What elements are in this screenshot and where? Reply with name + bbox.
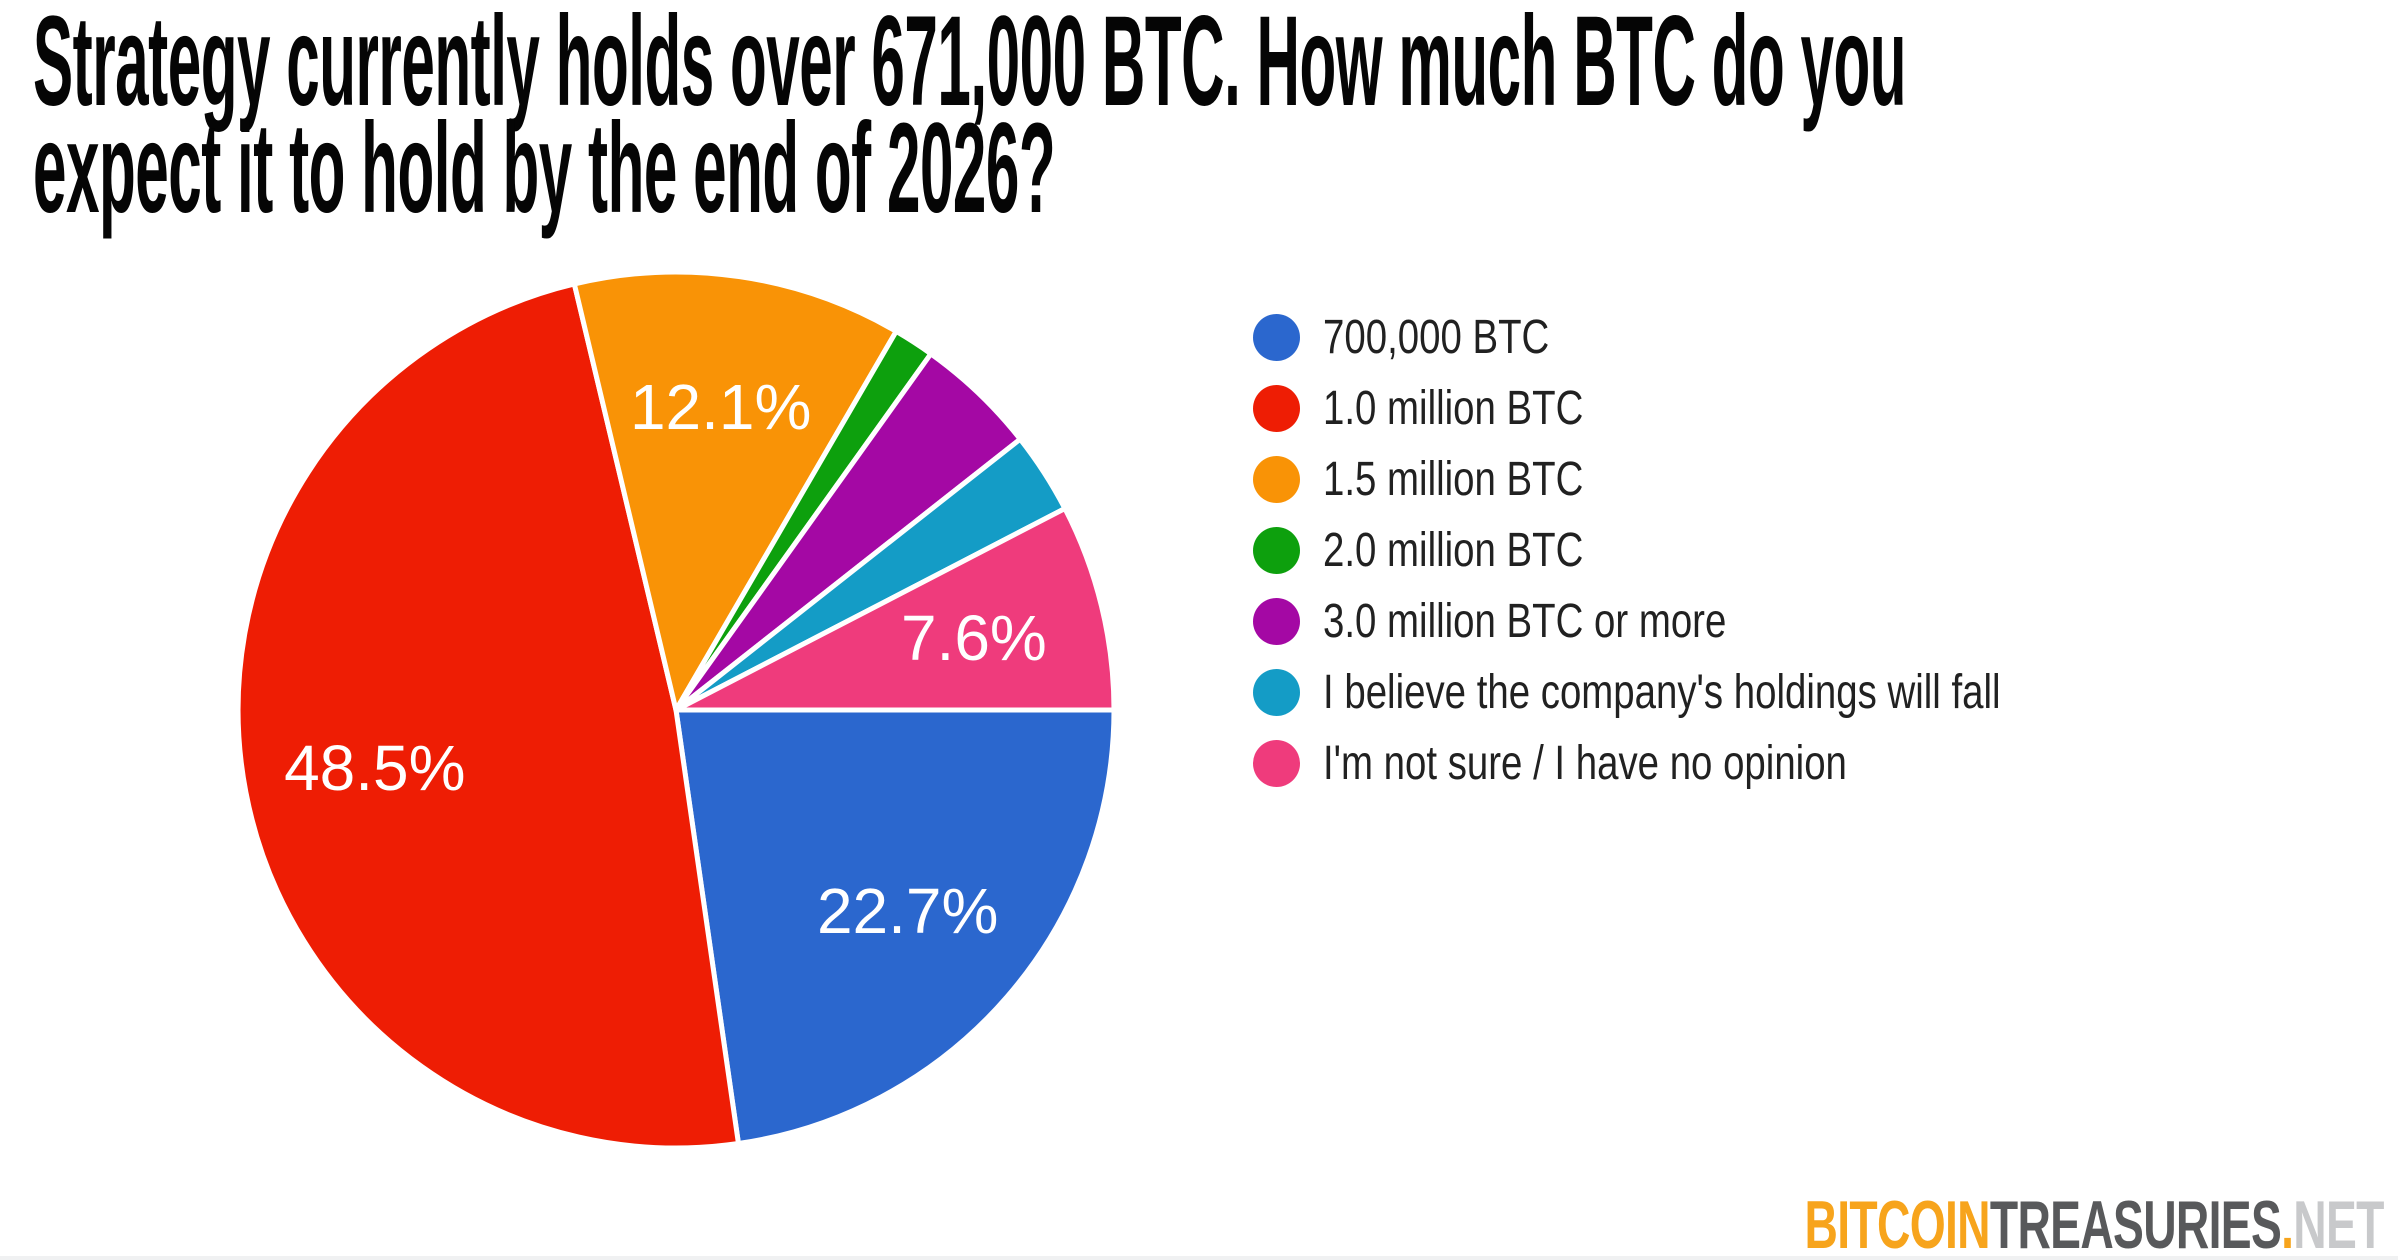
- pie-slice-2: [571, 269, 899, 713]
- legend-color-dot-icon: [1253, 598, 1300, 645]
- slice-data-label-2: 12.1%: [630, 371, 811, 443]
- brand-part-0: BITCOIN: [1804, 1187, 1991, 1260]
- legend-label: 1.5 million BTC: [1323, 453, 1584, 506]
- legend-label: 3.0 million BTC or more: [1323, 595, 1727, 648]
- brand-part-3: NET: [2293, 1187, 2385, 1260]
- brand-part-2: .: [2281, 1187, 2294, 1260]
- slice-data-label-0: 22.7%: [817, 875, 998, 947]
- pie-slice-1: [235, 281, 741, 1151]
- brand-part-1: TREASURIES: [1990, 1187, 2282, 1260]
- legend-label: 700,000 BTC: [1323, 311, 1550, 364]
- pie-slice-0: [673, 707, 1117, 1147]
- title-line-2: expect it to hold by the end of 2026?: [33, 97, 1056, 240]
- slice-data-label-1: 48.5%: [284, 732, 465, 804]
- legend-item-5: I believe the company's holdings will fa…: [1253, 657, 2170, 728]
- title-line-1: Strategy currently holds over 671,000 BT…: [33, 0, 1907, 133]
- legend-item-2: 1.5 million BTC: [1253, 444, 2170, 515]
- legend-color-dot-icon: [1253, 385, 1300, 432]
- legend-label: 2.0 million BTC: [1323, 524, 1584, 577]
- legend-label: I'm not sure / I have no opinion: [1323, 737, 1847, 790]
- legend-label: I believe the company's holdings will fa…: [1323, 666, 2001, 719]
- legend-label: 1.0 million BTC: [1323, 382, 1584, 435]
- legend-color-dot-icon: [1253, 314, 1300, 361]
- legend-item-3: 2.0 million BTC: [1253, 515, 2170, 586]
- legend-item-0: 700,000 BTC: [1253, 302, 2170, 373]
- brand-logo: BITCOINTREASURIES.NET: [1804, 1186, 2385, 1260]
- legend-item-6: I'm not sure / I have no opinion: [1253, 728, 2170, 799]
- legend: 700,000 BTC 1.0 million BTC 1.5 million BT…: [1253, 302, 2170, 799]
- legend-item-4: 3.0 million BTC or more: [1253, 586, 2170, 657]
- page-title: Strategy currently holds over 671,000 BT…: [33, 0, 1907, 240]
- pie-slice-6: [673, 506, 1117, 713]
- legend-color-dot-icon: [1253, 527, 1300, 574]
- pie-chart-area: 22.7% 48.5% 12.1% 7.6%: [226, 260, 1126, 1160]
- legend-color-dot-icon: [1253, 740, 1300, 787]
- pie-chart: 22.7% 48.5% 12.1% 7.6%: [235, 269, 1117, 1151]
- bottom-divider: [0, 1256, 2398, 1260]
- legend-color-dot-icon: [1253, 456, 1300, 503]
- legend-color-dot-icon: [1253, 669, 1300, 716]
- slice-data-label-6: 7.6%: [901, 602, 1047, 674]
- legend-item-1: 1.0 million BTC: [1253, 373, 2170, 444]
